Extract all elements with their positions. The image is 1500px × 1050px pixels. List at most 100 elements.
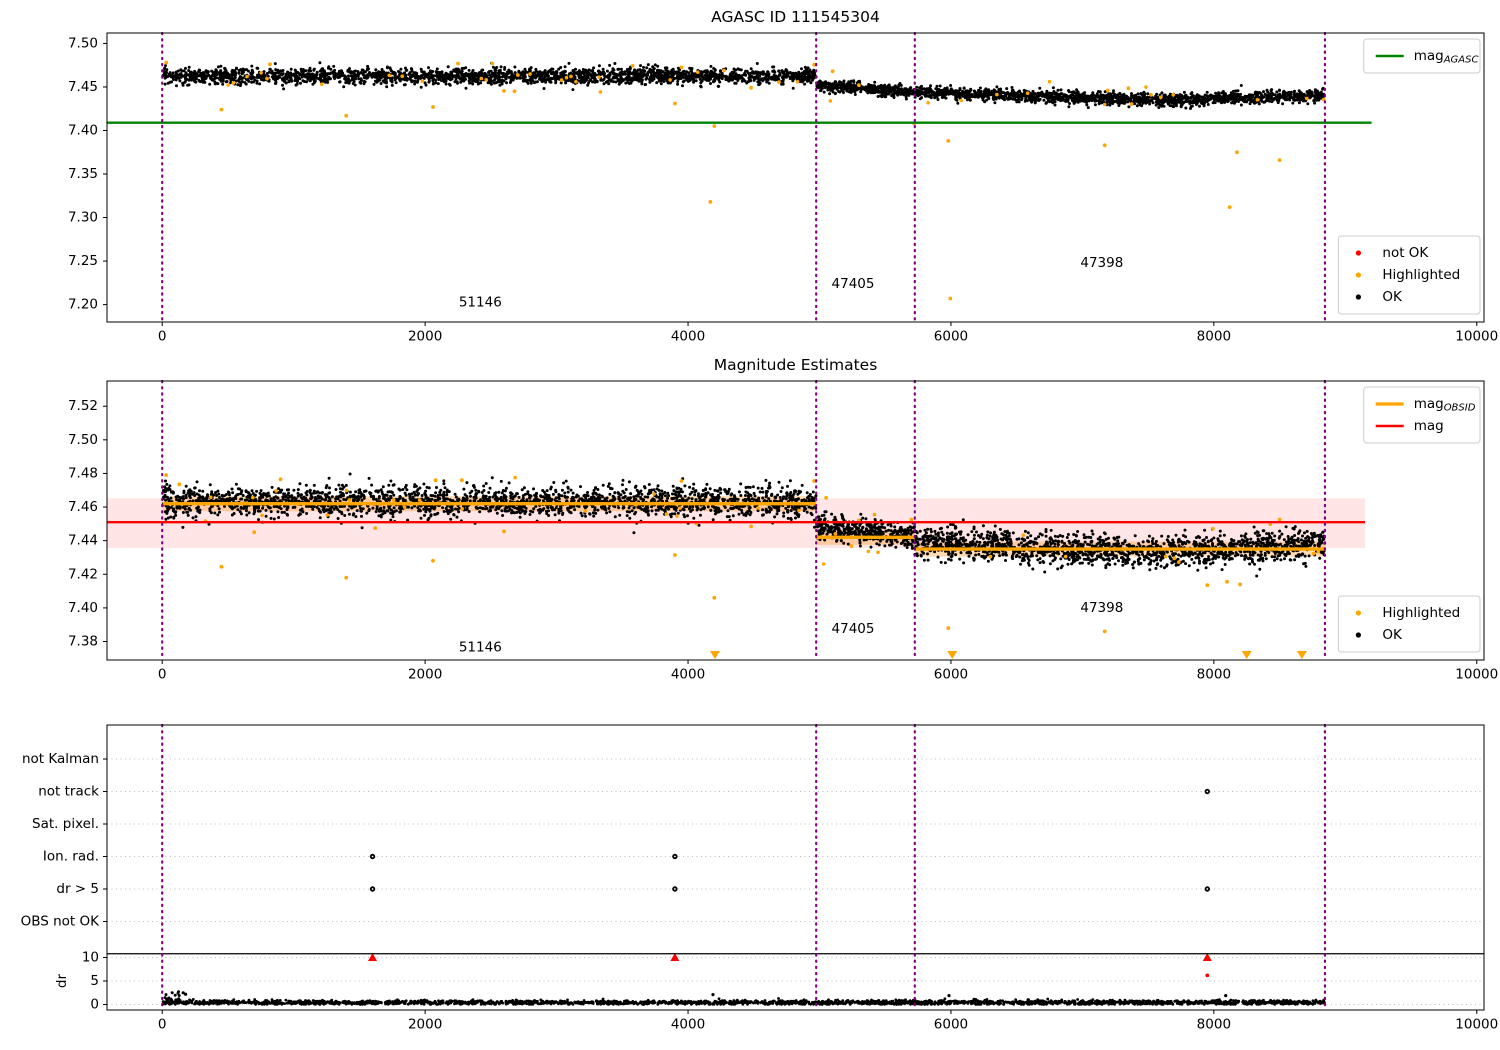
y-axis: 7.20 7.25 7.30 7.35 7.40 7.45 7.50 — [68, 35, 107, 313]
legend-item: magOBSID — [1375, 396, 1476, 413]
obsid-label: 47398 — [1080, 600, 1123, 616]
legend-item-label: mag — [1414, 418, 1444, 434]
flag-category-label: OBS not OK — [21, 914, 101, 930]
x-tick-label: 0 — [158, 667, 167, 683]
y-tick-label: 7.38 — [68, 634, 98, 650]
x-axis: 0 2000 4000 6000 8000 10000 — [158, 322, 1498, 345]
obsid-label: 51146 — [459, 294, 502, 310]
y-axis: 7.38 7.40 7.42 7.44 7.46 7.48 7.50 7.52 — [68, 398, 107, 650]
x-tick-label: 2000 — [408, 1017, 442, 1033]
legend-item-label: Highlighted — [1382, 267, 1460, 283]
y-tick-label: 7.44 — [68, 533, 98, 549]
x-tick-label: 0 — [158, 1017, 167, 1033]
highlighted-points-layer — [226, 61, 1326, 107]
y-tick-label: 7.40 — [68, 600, 98, 616]
legend-item-label: OK — [1382, 627, 1403, 643]
axes-spines — [106, 380, 1485, 661]
legend-points: not OK Highlighted OK — [1337, 235, 1481, 315]
y-tick-label: 7.45 — [68, 79, 98, 95]
y-tick-label: 7.42 — [68, 566, 98, 582]
clipped-value-markers — [709, 651, 1307, 659]
chart-title: Magnitude Estimates — [714, 356, 878, 374]
legend-item: OK — [1355, 289, 1403, 305]
y-tick-label: 7.40 — [68, 122, 98, 138]
y-tick-label: 7.50 — [68, 35, 98, 51]
x-axis: 0 2000 4000 6000 8000 10000 — [158, 660, 1498, 683]
y-tick-label: 7.46 — [68, 499, 98, 515]
obsid-id-labels: 51146 47405 47398 — [459, 255, 1123, 310]
flag-category-label: Sat. pixel. — [32, 816, 99, 832]
legend-dot-sample — [1355, 610, 1361, 616]
x-tick-label: 8000 — [1197, 667, 1231, 683]
ok-outlier-points — [162, 64, 169, 75]
legend-item: OK — [1355, 627, 1403, 643]
legend-item-label: OK — [1382, 289, 1403, 305]
x-axis: 0 2000 4000 6000 8000 10000 — [158, 1010, 1498, 1033]
x-tick-label: 6000 — [934, 329, 968, 345]
x-tick-label: 8000 — [1197, 1017, 1231, 1033]
legend-dot-sample — [1355, 250, 1361, 256]
x-tick-label: 2000 — [408, 329, 442, 345]
obsid-label: 47405 — [832, 276, 875, 292]
chart-1: 51146 47405 47398 0 2000 4000 6000 8000 10000 7.2… — [68, 8, 1498, 345]
axes-spines — [106, 724, 1485, 1011]
axes-spines — [106, 32, 1485, 323]
legend-item: Highlighted — [1355, 267, 1460, 283]
flag-points — [369, 788, 1210, 892]
y-tick-label: 7.50 — [68, 432, 98, 448]
legend-item-label: Highlighted — [1382, 605, 1460, 621]
x-tick-label: 0 — [158, 329, 167, 345]
obsid-boundary-lines — [161, 31, 1327, 324]
flag-category-label: dr > 5 — [56, 881, 99, 897]
ok-outlier-points — [162, 479, 169, 497]
legend-item-label: magAGASC — [1414, 48, 1479, 65]
flag-gridlines — [107, 758, 1484, 1005]
legend-dot-sample — [1355, 294, 1361, 300]
x-tick-label: 10000 — [1455, 667, 1498, 683]
y-tick-label: 7.35 — [68, 166, 98, 182]
not-ok-dr-points — [368, 953, 1212, 978]
chart-flags: 0 2000 4000 6000 8000 10000 not Kalman not trac… — [21, 723, 1498, 1033]
legend-item-label: not OK — [1382, 245, 1429, 261]
obsid-label: 51146 — [459, 640, 502, 656]
chart-2: 51146 47405 47398 0 2000 4000 6000 8000 10000 7.3… — [68, 356, 1498, 683]
obsid-label: 47405 — [832, 621, 875, 637]
legend-dot-sample — [1355, 632, 1361, 638]
flag-category-label: Ion. rad. — [43, 849, 99, 865]
x-tick-label: 4000 — [671, 329, 705, 345]
flag-category-label: not track — [38, 784, 99, 800]
dr-axis-label: dr — [54, 973, 70, 988]
y-tick-label: 7.52 — [68, 398, 98, 414]
legend-lines: magAGASC — [1363, 38, 1481, 74]
flag-category-label: not Kalman — [22, 751, 99, 767]
x-tick-label: 4000 — [671, 667, 705, 683]
x-tick-label: 10000 — [1455, 1017, 1498, 1033]
obsid-label: 47398 — [1080, 255, 1123, 271]
y-tick-label: 7.25 — [68, 253, 98, 269]
legend-item: mag — [1375, 418, 1444, 434]
legend-points: Highlighted OK — [1337, 595, 1481, 653]
chart-title: AGASC ID 111545304 — [711, 8, 880, 26]
x-tick-label: 6000 — [934, 667, 968, 683]
y-tick-label: 7.30 — [68, 210, 98, 226]
x-tick-label: 10000 — [1455, 329, 1498, 345]
legend-item: Highlighted — [1355, 605, 1460, 621]
dr-points-layer — [161, 990, 1326, 1006]
dr-tick-label: 5 — [90, 973, 99, 989]
x-tick-label: 4000 — [671, 1017, 705, 1033]
dr-tick-label: 0 — [90, 997, 99, 1013]
legend-item: magAGASC — [1375, 48, 1479, 65]
x-tick-label: 2000 — [408, 667, 442, 683]
flag-y-axis: not Kalman not track Sat. pixel. Ion. rad. d… — [21, 751, 107, 1013]
obsid-id-labels: 51146 47405 47398 — [459, 600, 1123, 655]
obsid-boundary-lines — [161, 723, 1327, 1012]
legend-item: not OK — [1355, 245, 1429, 261]
obsid-mag-lines — [162, 501, 1325, 551]
dr-tick-label: 10 — [82, 950, 99, 966]
x-tick-label: 6000 — [934, 1017, 968, 1033]
y-tick-label: 7.20 — [68, 297, 98, 313]
ok-points-layer — [161, 61, 1326, 110]
legend-dot-sample — [1355, 272, 1361, 278]
